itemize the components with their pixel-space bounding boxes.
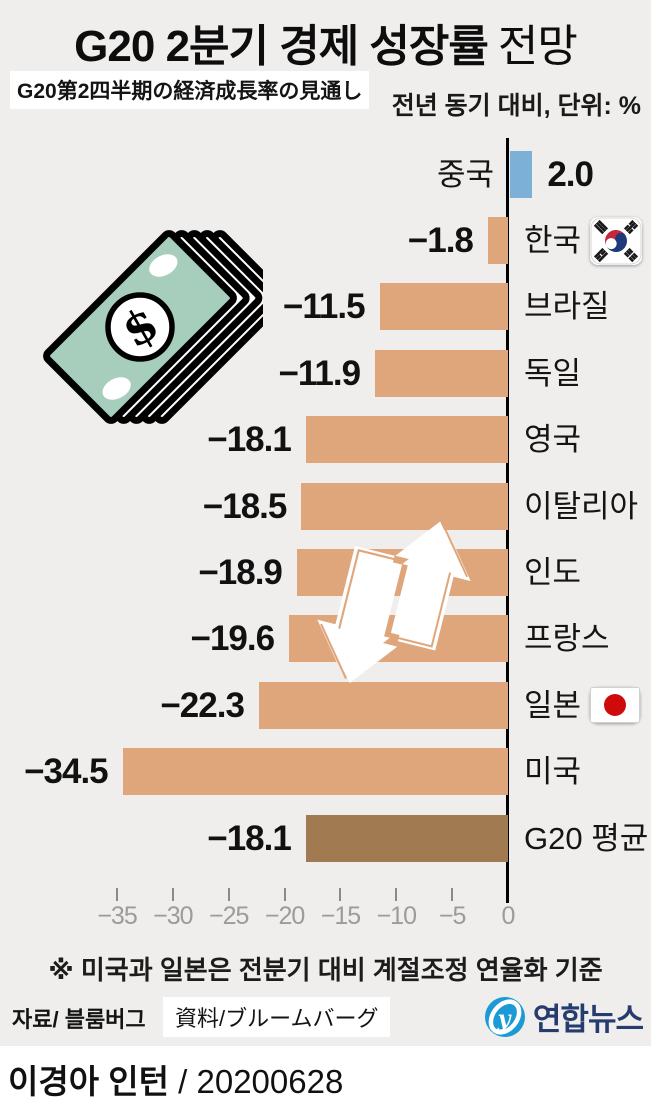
country-label: G20 평균 <box>524 815 648 862</box>
bar <box>301 482 508 530</box>
country-label: 프랑스 <box>524 615 610 662</box>
bar <box>305 416 508 464</box>
country-label: 중국 <box>437 151 494 198</box>
money-stack-icon: $ <box>28 205 288 472</box>
axis-tick-label: −5 <box>438 902 467 930</box>
value-label: −1.8 <box>407 220 474 260</box>
axis-tick <box>395 888 398 901</box>
country-label-text: 미국 <box>524 754 582 790</box>
bar <box>258 681 508 729</box>
country-label-text: 독일 <box>524 355 582 391</box>
footnote: ※ 미국과 일본은 전분기 대비 계절조정 연율화 기준 <box>48 955 603 985</box>
country-label-text: 브라질 <box>524 289 610 325</box>
byline-separator: / <box>168 1063 197 1098</box>
up-down-arrows-icon <box>293 496 528 716</box>
subtitle-japanese: G20第2四半期の経済成長率の見通し <box>10 71 370 109</box>
bar <box>379 283 508 331</box>
value-label: −11.9 <box>278 353 361 393</box>
axis-tick-label: −35 <box>97 902 137 930</box>
country-label: 브라질 <box>524 283 610 330</box>
source-japanese: 資料/ブルームバーグ <box>163 997 391 1037</box>
value-label: −34.5 <box>24 752 109 792</box>
value-label: −18.1 <box>207 818 292 858</box>
country-label: 인도 <box>524 549 581 596</box>
byline: 이경아 인턴 / 20200628 <box>8 1055 343 1098</box>
axis-tick <box>171 888 174 901</box>
country-label-text: 한국 <box>524 223 582 259</box>
country-label-text: 영국 <box>524 422 582 458</box>
page-title-main: G20 2분기 경제 성장률 <box>74 22 489 71</box>
country-label: 미국 <box>524 748 581 795</box>
value-label: −18.1 <box>207 420 292 460</box>
country-label: 영국 <box>524 416 581 463</box>
value-label: 2.0 <box>547 154 594 194</box>
value-label: −22.3 <box>160 685 245 725</box>
value-label: −11.5 <box>282 287 366 327</box>
axis-tick-label: −20 <box>264 902 305 930</box>
page-title-suffix: 전망 <box>497 22 578 71</box>
country-label-text: 중국 <box>436 156 494 192</box>
footer-background <box>0 1046 651 1098</box>
byline-date: 20200628 <box>196 1063 344 1098</box>
bar <box>487 216 508 264</box>
bar <box>122 748 508 796</box>
country-label-text: 인도 <box>524 554 582 590</box>
yonhap-logo-text: 연합뉴스 <box>532 1002 644 1037</box>
country-label-text: G20 평균 <box>524 820 649 856</box>
country-label: 이탈리아 <box>524 483 638 530</box>
country-label: 한국 <box>524 216 643 265</box>
bar <box>375 349 508 397</box>
svg-text:y: y <box>497 1006 513 1032</box>
value-label: −18.5 <box>202 486 288 526</box>
page-title: G20 2분기 경제 성장률 전망 <box>0 10 651 74</box>
korea-flag-icon <box>590 216 643 265</box>
axis-tick-label: −15 <box>320 902 361 930</box>
value-label: −19.6 <box>190 619 276 659</box>
unit-label: 전년 동기 대비, 단위: % <box>391 92 641 120</box>
country-label: 일본 <box>524 682 641 729</box>
source-korean: 자료/ 블룸버그 <box>12 1007 146 1032</box>
axis-tick-label: −10 <box>376 902 417 930</box>
axis-tick <box>116 888 119 901</box>
axis-tick <box>339 888 342 901</box>
country-label: 독일 <box>524 350 581 397</box>
axis-tick-label: −30 <box>153 902 193 930</box>
country-label-text: 프랑스 <box>524 621 610 657</box>
japan-flag-icon <box>590 687 641 724</box>
axis-tick <box>283 888 286 901</box>
byline-name: 이경아 인턴 <box>8 1063 169 1098</box>
axis-tick <box>451 888 454 901</box>
country-label-text: 일본 <box>524 687 582 723</box>
country-label-text: 이탈리아 <box>524 488 639 524</box>
yonhap-logo: y 연합뉴스 <box>483 994 644 1039</box>
axis-tick-label: −25 <box>209 902 249 930</box>
yonhap-logo-icon: y <box>483 995 527 1039</box>
bar <box>510 150 533 198</box>
axis-tick <box>227 888 230 901</box>
axis-tick-label: 0 <box>501 902 516 930</box>
bar <box>305 814 508 862</box>
value-label: −18.9 <box>198 552 283 592</box>
